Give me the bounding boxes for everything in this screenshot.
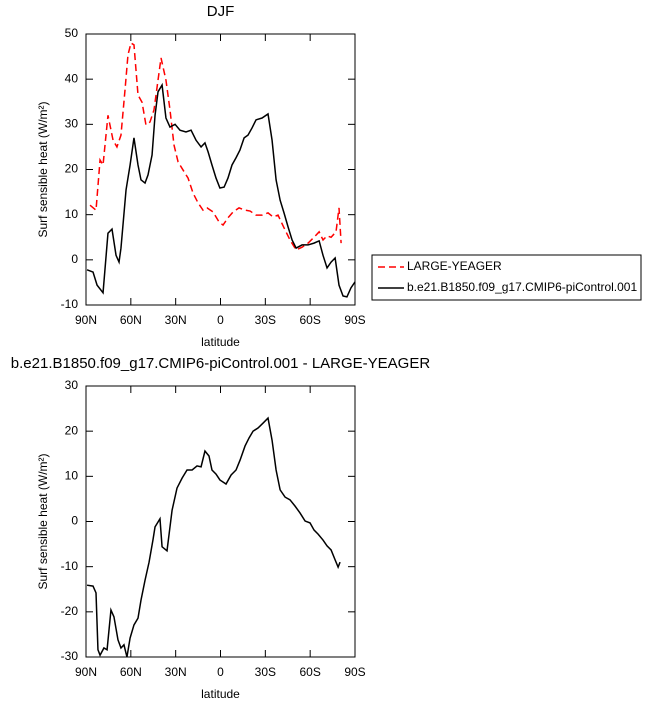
x-tick-label: 30S (255, 665, 276, 679)
chart-title: DJF (207, 3, 235, 20)
data-line (86, 416, 341, 658)
y-tick-label: 10 (65, 469, 79, 483)
legend: LARGE-YEAGER b.e21.B1850.f09_g17.CMIP6-pi… (371, 254, 642, 301)
y-tick-label: 20 (65, 423, 79, 437)
x-tick-label: 0 (217, 313, 224, 327)
y-tick-label: 30 (65, 117, 79, 131)
plot-frame (85, 33, 356, 306)
y-axis-label: Surf sensible heat (W/m²) (36, 101, 50, 237)
x-tick-label: 0 (217, 665, 224, 679)
x-tick-label: 90S (344, 665, 365, 679)
x-tick-label: 30N (165, 313, 187, 327)
y-axis-label: Surf sensible heat (W/m²) (36, 453, 50, 589)
legend-label: b.e21.B1850.f09_g17.CMIP6-piControl.001 (407, 280, 637, 294)
x-tick-label: 90S (344, 313, 365, 327)
x-tick-label: 60S (299, 313, 320, 327)
y-tick-label: 50 (65, 26, 79, 40)
data-line (86, 82, 356, 298)
y-tick-label: -20 (61, 604, 79, 618)
x-tick-label: 60N (120, 313, 142, 327)
legend-label: LARGE-YEAGER (407, 259, 502, 273)
plot: b.e21.B1850.f09_g17.CMIP6-piControl.001 … (11, 355, 431, 701)
x-axis-label: latitude (201, 687, 240, 701)
x-tick-label: 90N (75, 665, 97, 679)
y-tick-label: 0 (71, 514, 78, 528)
data-line (89, 41, 342, 251)
x-tick-label: 60S (299, 665, 320, 679)
y-tick-label: 0 (71, 252, 78, 266)
y-tick-label: 40 (65, 71, 79, 85)
y-tick-label: -10 (61, 297, 79, 311)
x-tick-label: 30N (165, 665, 187, 679)
y-tick-label: -10 (61, 559, 79, 573)
x-tick-label: 90N (75, 313, 97, 327)
legend-box (371, 254, 642, 301)
y-tick-label: 30 (65, 378, 79, 392)
x-axis-label: latitude (201, 335, 240, 349)
x-tick-label: 60N (120, 665, 142, 679)
y-tick-label: 10 (65, 207, 79, 221)
x-tick-label: 30S (255, 313, 276, 327)
plot-frame (85, 385, 356, 658)
y-tick-label: -30 (61, 649, 79, 663)
chart-title: b.e21.B1850.f09_g17.CMIP6-piControl.001 … (11, 355, 431, 372)
plot: DJF latitude Surf sensible heat (W/m²) -10 0… (36, 3, 366, 349)
y-tick-label: 20 (65, 162, 79, 176)
